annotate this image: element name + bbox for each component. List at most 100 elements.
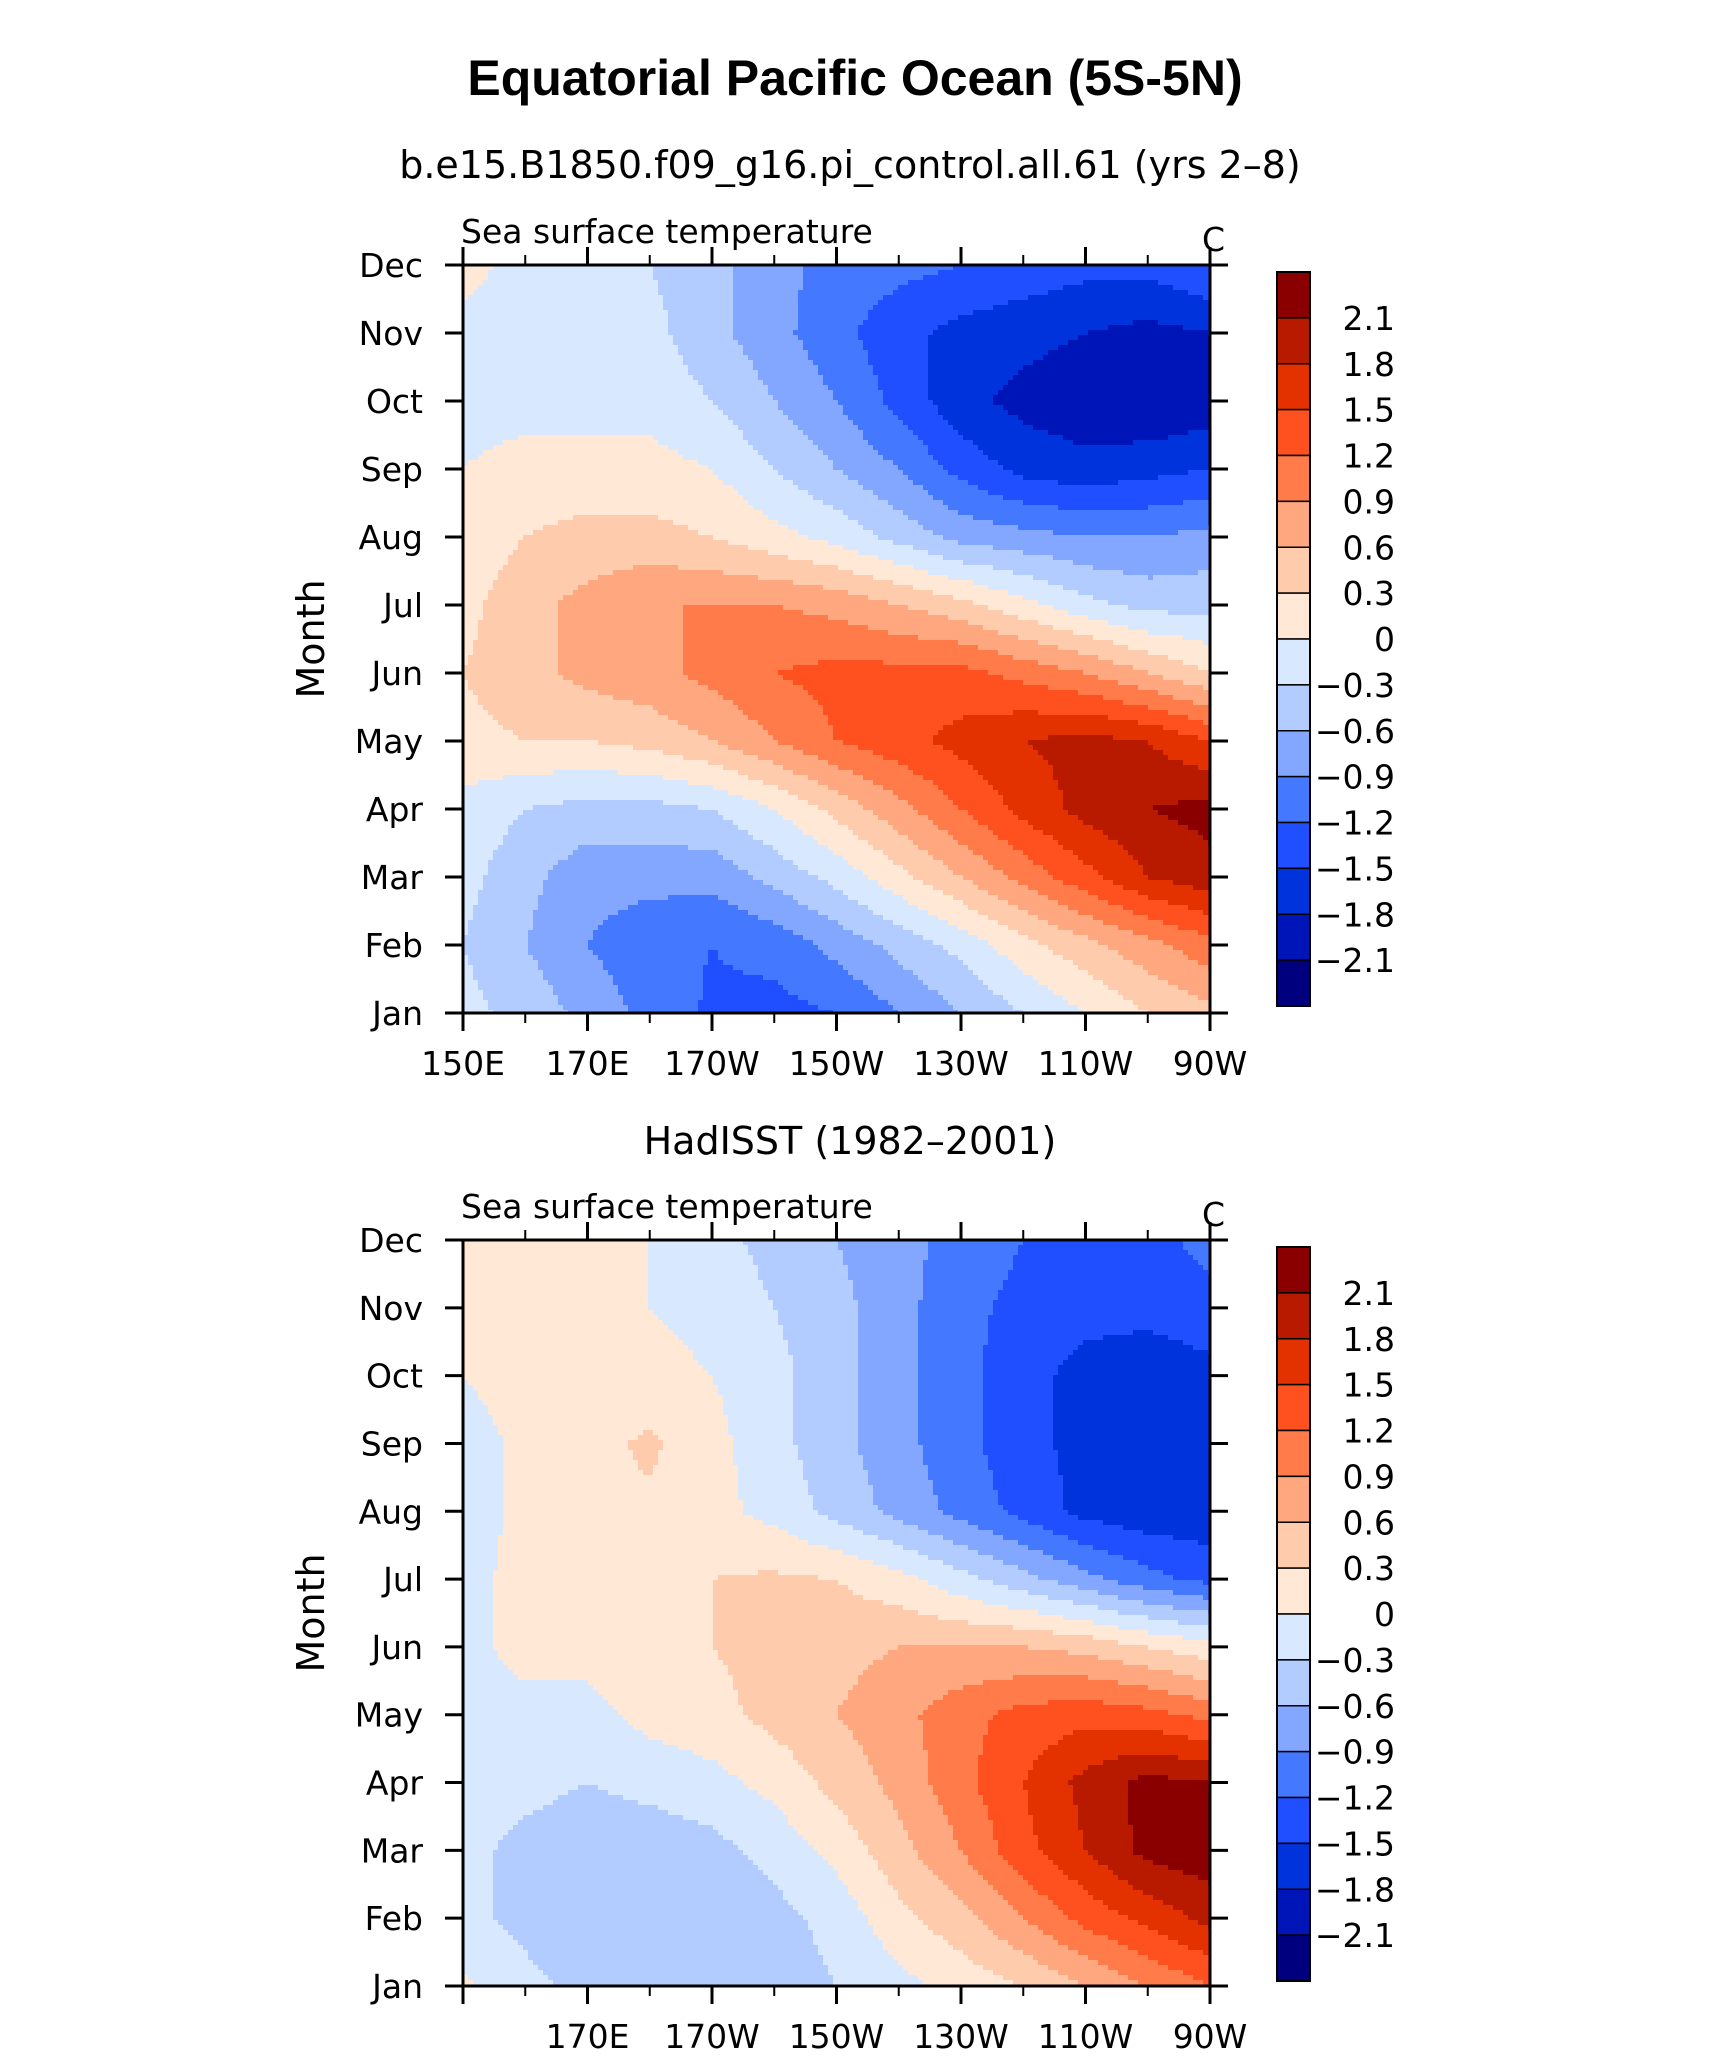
contour-cell	[1123, 320, 1129, 326]
contour-cell	[1013, 310, 1019, 316]
contour-cell	[1078, 315, 1084, 321]
contour-cell	[473, 320, 479, 326]
contour-cell	[918, 325, 924, 331]
contour-cell	[1088, 325, 1094, 331]
contour-cell	[563, 340, 569, 346]
contour-cell	[1023, 275, 1029, 281]
contour-cell	[758, 285, 764, 291]
contour-cell	[563, 285, 569, 291]
contour-cell	[1113, 270, 1119, 276]
contour-cell	[493, 330, 499, 336]
contour-cell	[783, 295, 789, 301]
contour-cell	[778, 300, 784, 306]
contour-cell	[718, 340, 724, 346]
contour-cell	[638, 280, 644, 286]
contour-cell	[898, 310, 904, 316]
contour-cell	[1103, 340, 1109, 346]
contour-cell	[923, 345, 929, 351]
contour-cell	[778, 310, 784, 316]
contour-cell	[1133, 300, 1139, 306]
contour-cell	[858, 280, 864, 286]
contour-cell	[1098, 340, 1104, 346]
contour-cell	[933, 335, 939, 341]
contour-cell	[683, 300, 689, 306]
contour-cell	[663, 270, 669, 276]
contour-cell	[563, 300, 569, 306]
contour-cell	[1033, 280, 1039, 286]
contour-cell	[698, 290, 704, 296]
contour-cell	[898, 280, 904, 286]
contour-cell	[923, 270, 929, 276]
contour-cell	[488, 300, 494, 306]
contour-cell	[653, 320, 659, 326]
contour-cell	[1048, 305, 1054, 311]
contour-cell	[988, 295, 994, 301]
contour-cell	[518, 345, 524, 351]
contour-cell	[523, 330, 529, 336]
contour-cell	[478, 325, 484, 331]
contour-cell	[573, 305, 579, 311]
contour-cell	[498, 320, 504, 326]
contour-cell	[673, 290, 679, 296]
contour-cell	[1178, 270, 1184, 276]
contour-cell	[593, 300, 599, 306]
contour-cell	[808, 345, 814, 351]
contour-cell	[863, 275, 869, 281]
contour-cell	[1123, 330, 1129, 336]
contour-cell	[793, 280, 799, 286]
contour-cell	[718, 320, 724, 326]
contour-cell	[1178, 330, 1184, 336]
contour-cell	[913, 310, 919, 316]
contour-cell	[1198, 305, 1204, 311]
contour-cell	[813, 295, 819, 301]
contour-cell	[1043, 290, 1049, 296]
contour-cell	[603, 290, 609, 296]
contour-cell	[1033, 325, 1039, 331]
contour-cell	[818, 330, 824, 336]
contour-cell	[1098, 310, 1104, 316]
contour-cell	[558, 275, 564, 281]
contour-cell	[543, 270, 549, 276]
contour-cell	[513, 305, 519, 311]
contour-cell	[1068, 345, 1074, 351]
contour-cell	[1203, 290, 1209, 296]
contour-cell	[973, 325, 979, 331]
contour-cell	[723, 325, 729, 331]
contour-cell	[948, 270, 954, 276]
contour-cell	[1103, 330, 1109, 336]
contour-cell	[1048, 345, 1054, 351]
contour-cell	[1143, 295, 1149, 301]
contour-cell	[543, 285, 549, 291]
contour-cell	[718, 270, 724, 276]
contour-cell	[883, 285, 889, 291]
contour-cell	[558, 300, 564, 306]
contour-cell	[1053, 340, 1059, 346]
contour-cell	[888, 315, 894, 321]
contour-cell	[528, 300, 534, 306]
contour-cell	[1013, 285, 1019, 291]
contour-cell	[938, 300, 944, 306]
contour-cell	[1198, 325, 1204, 331]
contour-cell	[748, 345, 754, 351]
contour-cell	[1008, 305, 1014, 311]
contour-cell	[893, 345, 899, 351]
contour-cell	[1073, 300, 1079, 306]
contour-cell	[583, 340, 589, 346]
contour-cell	[1123, 300, 1129, 306]
contour-cell	[508, 295, 514, 301]
contour-cell	[593, 290, 599, 296]
contour-cell	[878, 275, 884, 281]
contour-cell	[618, 285, 624, 291]
contour-cell	[893, 285, 899, 291]
contour-cell	[888, 335, 894, 341]
contour-cell	[653, 270, 659, 276]
contour-cell	[998, 310, 1004, 316]
contour-cell	[893, 325, 899, 331]
contour-cell	[883, 325, 889, 331]
contour-cell	[538, 275, 544, 281]
contour-cell	[468, 300, 474, 306]
contour-cell	[578, 305, 584, 311]
contour-cell	[798, 310, 804, 316]
contour-cell	[688, 335, 694, 341]
contour-cell	[1158, 330, 1164, 336]
